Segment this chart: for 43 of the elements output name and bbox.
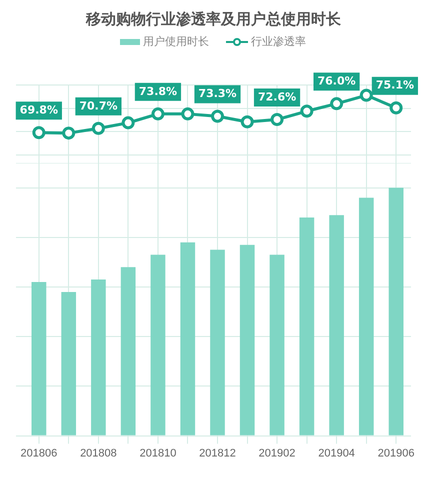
bar	[358, 198, 374, 436]
bar	[240, 244, 255, 436]
bar	[329, 215, 344, 436]
point	[122, 116, 135, 130]
point	[360, 88, 373, 102]
legend-label: 行业渗透率	[251, 34, 306, 49]
point	[270, 113, 284, 126]
chart-title: 移动购物行业渗透率及用户总使用时长	[84, 9, 342, 30]
data-label: 75.1%	[376, 78, 414, 92]
data-label: 72.6%	[258, 90, 296, 104]
bar	[150, 254, 166, 436]
point	[240, 115, 254, 128]
bar	[388, 188, 404, 436]
x-tick-label: 201806	[20, 447, 58, 460]
point	[211, 110, 224, 123]
data-label: 76.0%	[317, 74, 356, 88]
x-tick-label: 201902	[258, 447, 296, 460]
data-label: 73.8%	[138, 84, 178, 98]
bar	[270, 254, 284, 436]
bar	[61, 292, 76, 436]
point	[151, 107, 164, 120]
bar	[91, 280, 106, 436]
x-tick-label: 201812	[199, 447, 236, 460]
x-tick-label: 201810	[140, 447, 176, 460]
point	[300, 104, 314, 118]
x-tick-label: 201808	[80, 447, 117, 460]
x-tick-label: 201906	[378, 447, 414, 460]
x-tick-label: 201904	[318, 447, 355, 460]
point	[390, 101, 403, 114]
bar	[210, 250, 225, 436]
bar	[299, 218, 314, 436]
bar	[120, 267, 136, 436]
point	[330, 97, 344, 110]
point	[32, 126, 46, 140]
legend-label: 用户使用时长	[143, 34, 209, 49]
point	[181, 107, 194, 120]
bar	[32, 282, 46, 436]
point	[62, 126, 76, 140]
data-label: 73.3%	[198, 87, 237, 100]
point	[92, 122, 105, 135]
bar	[180, 242, 196, 436]
data-label: 70.7%	[79, 99, 118, 112]
data-label: 69.8%	[20, 103, 58, 116]
